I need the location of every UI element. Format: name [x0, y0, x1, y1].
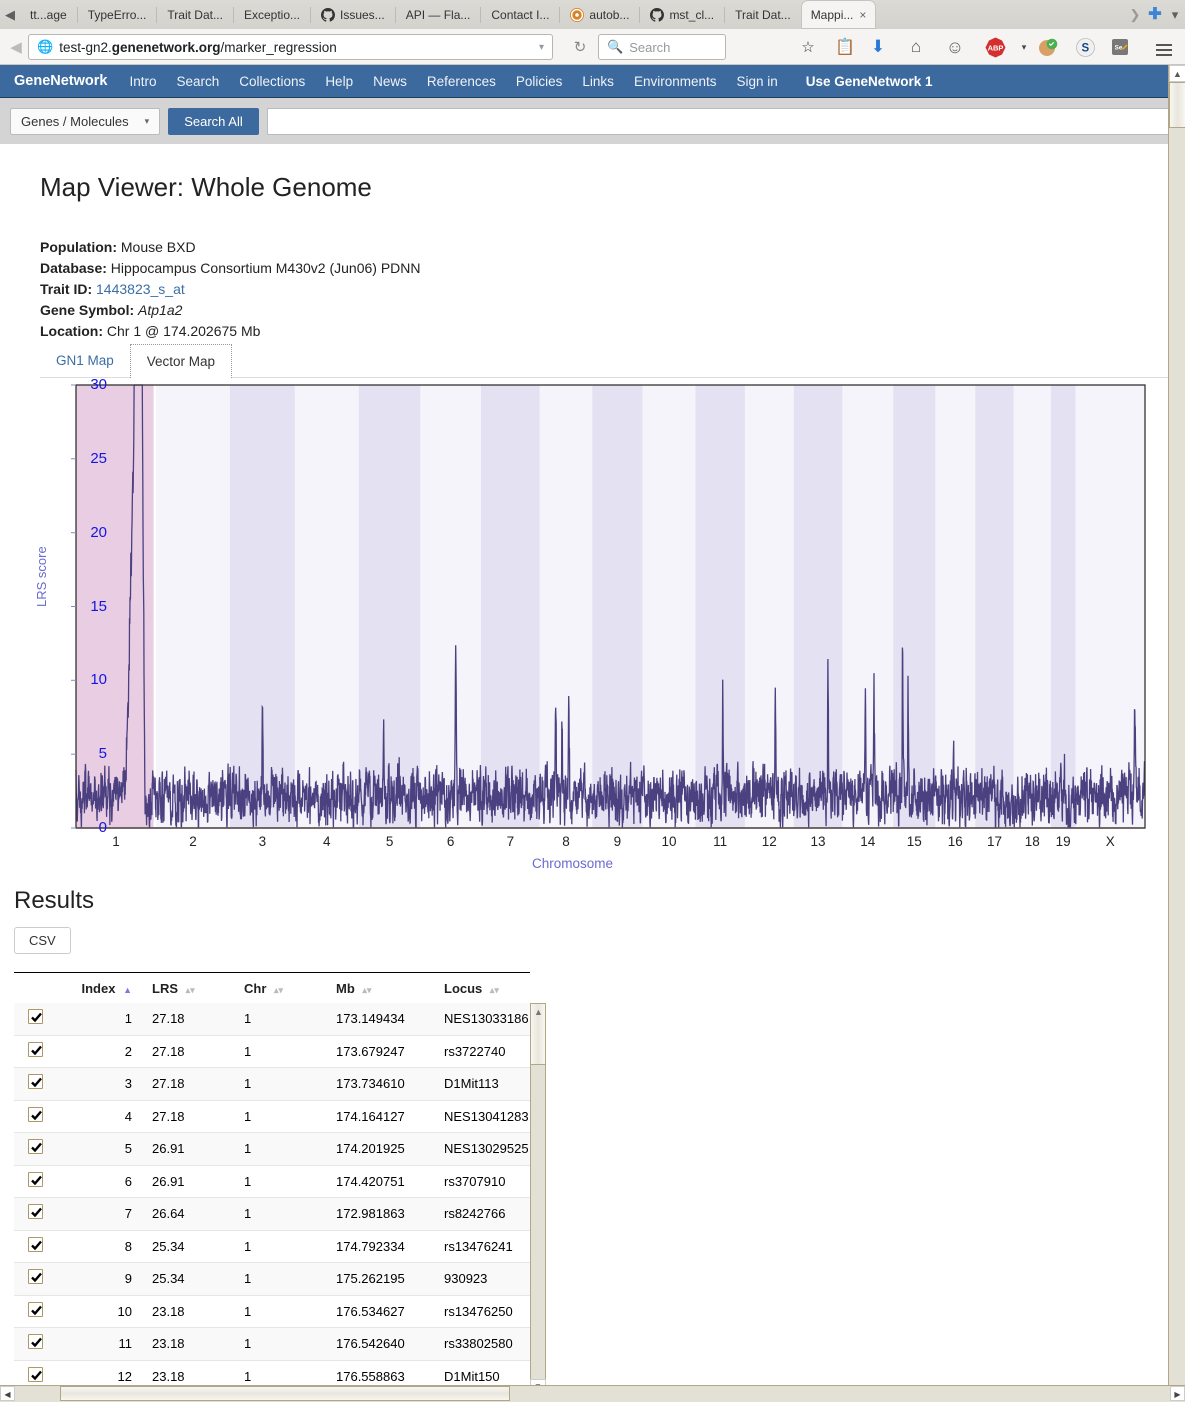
svg-text:S: S — [1081, 42, 1089, 54]
svg-text:Se: Se — [1115, 44, 1123, 51]
svg-text:ABP: ABP — [987, 43, 1003, 52]
